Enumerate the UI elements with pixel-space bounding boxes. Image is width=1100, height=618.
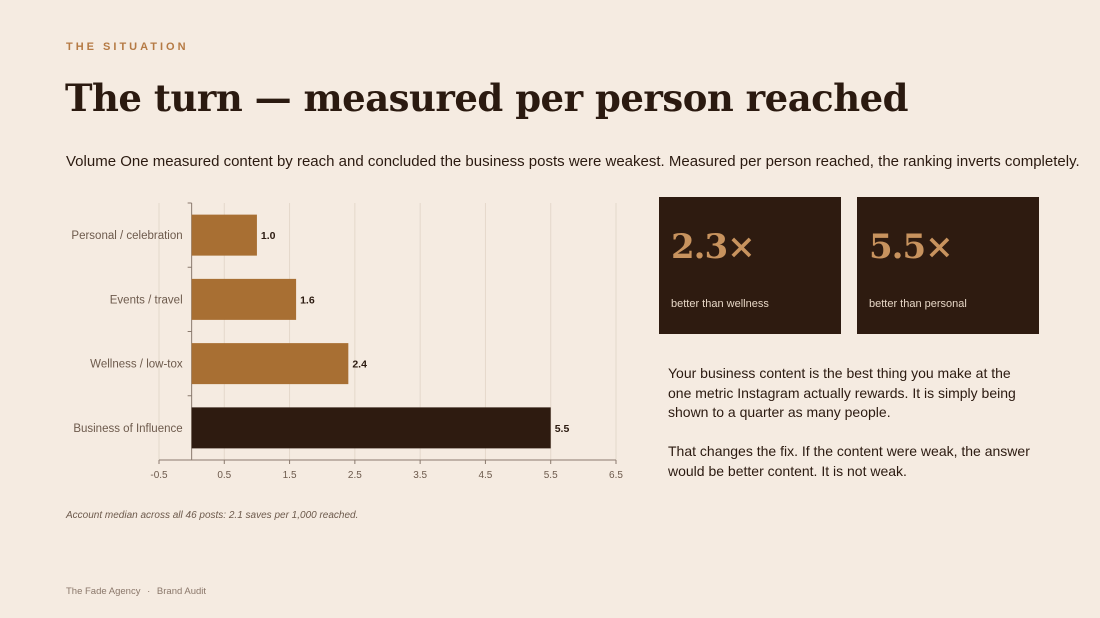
bar-chart: -0.5 0.5 1.5 2.5 3.5 4.5 5.5 6.5 Personal / cele… [71, 202, 623, 481]
footer: The Fade Agency · Brand Audit [66, 586, 206, 597]
value-label: 1.0 [261, 230, 276, 242]
category-label: Personal / celebration [71, 230, 182, 242]
chart-footnote: Account median across all 46 posts: 2.1 … [66, 510, 359, 521]
section-eyebrow: THE SITUATION [66, 41, 189, 53]
x-tick-label: 5.5 [544, 470, 558, 481]
bar-events-travel [191, 278, 297, 320]
category-label: Business of Influence [73, 423, 182, 435]
value-label: 2.4 [352, 359, 367, 371]
stat-card-wellness: 2.3× better than wellness [659, 197, 841, 334]
x-tick-label: 6.5 [609, 470, 623, 481]
x-tick-label: 1.5 [283, 470, 297, 481]
x-tick-label: 0.5 [217, 470, 231, 481]
x-tick-label: 3.5 [413, 470, 427, 481]
page-title: The turn — measured per person reached [65, 76, 909, 120]
stat-label: better than wellness [671, 298, 769, 310]
stat-value: 5.5× [869, 227, 954, 267]
stat-label: better than personal [869, 298, 967, 310]
bar-business-of-influence [191, 407, 551, 449]
value-label: 5.5 [555, 423, 570, 435]
page-subtitle: Volume One measured content by reach and… [66, 153, 1080, 170]
category-label: Wellness / low-tox [90, 359, 183, 371]
footer-agency: The Fade Agency [66, 586, 141, 597]
x-tick-label: 4.5 [478, 470, 492, 481]
stat-card-personal: 5.5× better than personal [857, 197, 1039, 334]
stat-value: 2.3× [671, 227, 756, 267]
bar-wellness-low-tox [191, 343, 349, 385]
body-paragraph-1: Your business content is the best thing … [668, 365, 1016, 420]
x-tick-label: -0.5 [150, 470, 168, 481]
x-tick-label: 2.5 [348, 470, 362, 481]
category-label: Events / travel [110, 294, 183, 306]
bar-personal-celebration [191, 214, 257, 256]
body-paragraph-2: That changes the fix. If the content wer… [668, 443, 1030, 479]
value-label: 1.6 [300, 294, 315, 306]
footer-separator: · [147, 586, 151, 597]
footer-report: Brand Audit [156, 586, 207, 597]
